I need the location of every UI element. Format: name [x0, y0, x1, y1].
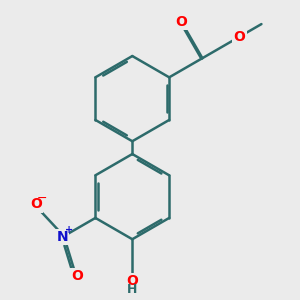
Text: O: O — [176, 15, 188, 29]
Text: H: H — [127, 283, 137, 296]
Text: O: O — [126, 274, 138, 288]
Text: −: − — [37, 192, 47, 205]
Text: O: O — [30, 197, 42, 211]
Text: N: N — [56, 230, 68, 244]
Text: O: O — [72, 269, 83, 284]
Text: O: O — [233, 30, 245, 44]
Text: +: + — [65, 225, 74, 235]
